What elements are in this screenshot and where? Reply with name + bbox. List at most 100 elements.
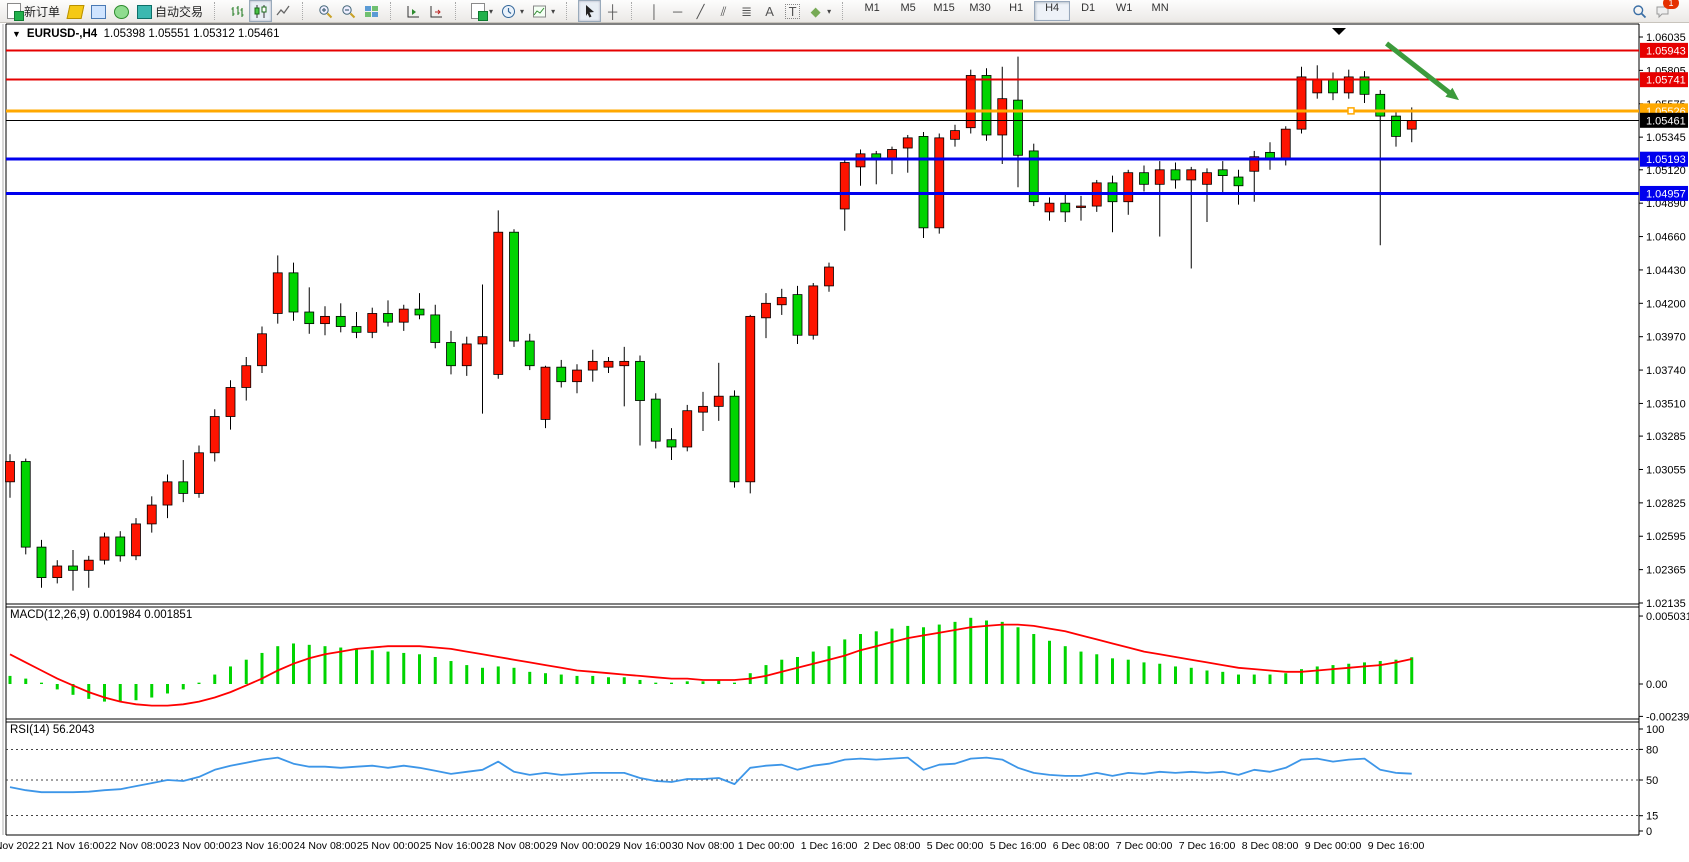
zoom-in-button[interactable] [314, 0, 337, 22]
notifications-button[interactable]: 1 [1651, 0, 1679, 22]
search-button[interactable] [1628, 0, 1651, 22]
horizontal-line-button[interactable]: ─ [666, 0, 689, 22]
trendline-button[interactable]: ╱ [689, 0, 712, 22]
vertical-line-button[interactable]: │ [643, 0, 666, 22]
candle-bull [1044, 202, 1055, 213]
charts-button[interactable] [64, 0, 87, 22]
macd-bar [859, 634, 862, 685]
price-tick-label: 1.03510 [1646, 398, 1686, 410]
time-tick-label: 25 Nov 16:00 [420, 840, 483, 852]
candle-bull [587, 360, 598, 371]
tab-timeframe-M1[interactable]: M1 [864, 2, 880, 14]
price-tick-label: 1.02135 [1646, 598, 1686, 610]
macd-bar [24, 678, 28, 685]
candle-bull [1154, 169, 1165, 185]
price-tick-label: 1.04660 [1646, 232, 1686, 244]
templates-button[interactable]: ▾ [528, 0, 559, 22]
trend-arrow [1385, 41, 1459, 101]
candle-bear [1359, 76, 1370, 95]
price-tick-label: 1.02595 [1646, 531, 1686, 543]
macd-bar [969, 617, 973, 685]
trendline-icon: ╱ [696, 3, 705, 19]
line-chart-icon [276, 5, 290, 15]
cursor-button[interactable] [578, 0, 602, 22]
navigator-icon [91, 4, 107, 19]
crosshair-button[interactable]: ┼ [601, 0, 624, 22]
auto-trading-button[interactable]: 自动交易 [133, 0, 207, 22]
search-icon [1633, 4, 1647, 18]
candle-bear [1375, 93, 1386, 117]
chart-shift-icon [430, 5, 443, 17]
chart-shift-button[interactable] [425, 0, 448, 22]
candle-bear [1028, 150, 1039, 203]
macd-bar [465, 665, 469, 685]
chart-canvas[interactable]: 1.060351.058051.055751.053451.051201.048… [0, 23, 1689, 857]
candle-bull [713, 395, 724, 407]
tab-timeframe-M15[interactable]: M15 [933, 2, 955, 14]
candle-bear [20, 461, 31, 548]
tab-timeframe-MN[interactable]: MN [1151, 2, 1169, 14]
macd-bar [370, 650, 374, 685]
scroll-to-end-button[interactable] [402, 0, 425, 22]
candle-bear [918, 136, 929, 229]
dropdown-icon[interactable]: ▾ [827, 6, 832, 16]
channel-button[interactable]: ⫽ [712, 0, 735, 22]
alerts-button[interactable] [110, 0, 133, 22]
candle-bear [524, 340, 535, 367]
text-label-button[interactable]: T [781, 0, 804, 22]
chart-plot[interactable]: 1.060351.058051.055751.053451.051201.048… [0, 23, 1689, 857]
indicators-button[interactable]: ▾ [467, 0, 497, 22]
fibonacci-button[interactable]: ≣ [735, 0, 758, 22]
candle-bull [146, 504, 157, 525]
arrows-button[interactable]: ◆ ▾ [804, 0, 835, 22]
bar-chart-button[interactable] [226, 0, 249, 22]
dropdown-icon[interactable]: ▾ [489, 6, 494, 16]
tab-timeframe-H4[interactable]: H4 [1034, 1, 1071, 21]
macd-bar [1205, 670, 1209, 685]
price-tick-label: 1.03285 [1646, 431, 1686, 443]
periods-button[interactable]: ▾ [497, 0, 528, 22]
dropdown-icon[interactable]: ▾ [520, 6, 525, 16]
macd-bar [985, 620, 988, 685]
candle-bull [839, 162, 850, 210]
navigator-button[interactable] [87, 0, 110, 22]
candle-bull [225, 387, 236, 417]
zoom-out-button[interactable] [337, 0, 360, 22]
time-tick-label: 2 Dec 08:00 [864, 840, 921, 852]
macd-bar [1032, 634, 1036, 685]
text-button[interactable]: A [758, 0, 781, 22]
price-tick-label: 1.04430 [1646, 265, 1686, 277]
chart-title[interactable]: ▼ EURUSD-,H4 1.05398 1.05551 1.05312 1.05… [12, 28, 279, 40]
macd-tick-label: 0.005031 [1646, 611, 1689, 623]
macd-bar [717, 679, 721, 685]
macd-bar [134, 684, 138, 701]
crosshair-icon: ┼ [607, 3, 618, 19]
new-order-button[interactable]: 新订单 [3, 0, 64, 22]
tab-timeframe-M30[interactable]: M30 [969, 2, 991, 14]
macd-bar [1300, 669, 1303, 685]
macd-bar [1016, 627, 1020, 685]
tab-timeframe-M5[interactable]: M5 [900, 2, 916, 14]
dropdown-icon[interactable]: ▾ [551, 6, 556, 16]
signal-icon [114, 4, 130, 19]
tab-timeframe-D1[interactable]: D1 [1081, 2, 1096, 14]
macd-bar [1048, 640, 1051, 685]
candlestick-chart-button[interactable] [249, 0, 273, 22]
tab-timeframe-W1[interactable]: W1 [1115, 2, 1133, 14]
line-chart-button[interactable] [272, 0, 295, 22]
zoom-in-icon [319, 4, 333, 18]
candle-bear [981, 75, 992, 136]
tab-timeframe-H1[interactable]: H1 [1009, 2, 1024, 14]
clock-icon [502, 4, 516, 18]
toolbar-separator [631, 2, 638, 20]
candle-bear [178, 481, 189, 494]
price-badge-label: 1.04957 [1646, 188, 1686, 200]
candle-bull [902, 137, 913, 149]
collapse-icon[interactable]: ▼ [12, 29, 21, 39]
candle-bull [745, 315, 756, 483]
candle-bull [776, 297, 787, 306]
tile-windows-button[interactable] [360, 0, 383, 22]
candle-bull [162, 481, 173, 506]
rsi-tick-label: 80 [1646, 744, 1658, 756]
